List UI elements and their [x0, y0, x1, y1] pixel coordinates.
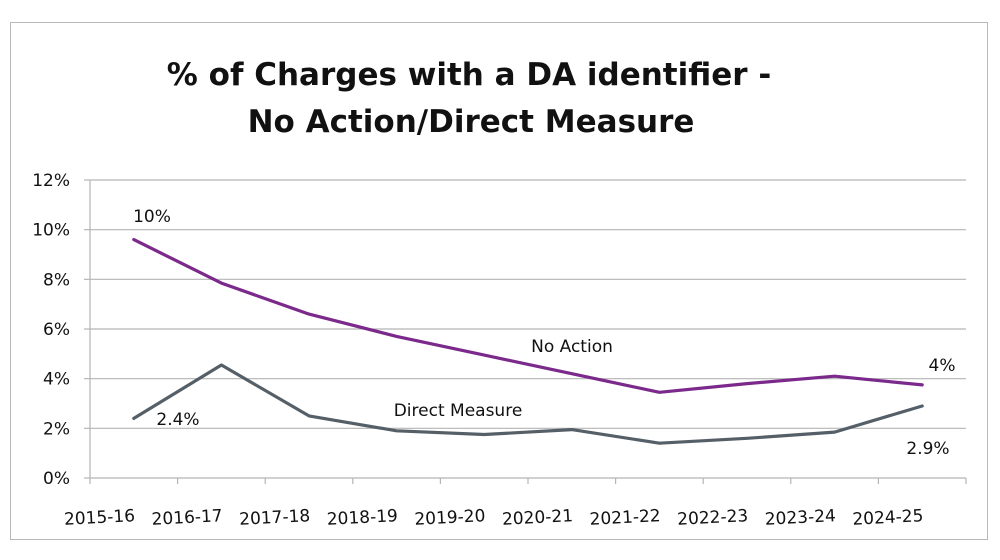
x-tick-label: 2022-23	[677, 506, 749, 530]
x-tick-label: 2020-21	[502, 506, 574, 530]
y-tick-label: 0%	[43, 469, 70, 489]
x-tick-label: 2016-17	[151, 506, 223, 530]
chart-title: % of Charges with a DA identifier -	[167, 57, 771, 93]
data-label: 10%	[133, 207, 171, 227]
series-line-no-action	[132, 238, 924, 394]
series-lines	[132, 238, 924, 445]
data-label: 2.9%	[906, 439, 949, 459]
x-tick-label: 2021-22	[589, 506, 661, 530]
y-tick-label: 10%	[32, 221, 70, 241]
x-tick-labels: 2015-16 2016-17 2017-18 2018-19 2019-20 2020-…	[64, 506, 924, 530]
x-tick-label: 2024-25	[852, 506, 924, 530]
y-tick-label: 6%	[43, 320, 70, 340]
x-tick-label: 2023-24	[764, 506, 836, 530]
series-label-no-action: No Action	[531, 337, 613, 357]
data-label: 2.4%	[156, 410, 199, 430]
x-tick-label: 2018-19	[326, 506, 398, 530]
chart-frame	[10, 22, 988, 540]
data-label: 4%	[929, 356, 956, 376]
y-tick-label: 4%	[43, 370, 70, 390]
y-tick-labels: 0% 2% 4% 6% 8% 10% 12%	[32, 171, 70, 489]
x-tick-label: 2015-16	[64, 506, 136, 530]
annotations: No Action Direct Measure 10% 4% 2.4% 2.9%	[133, 207, 955, 459]
y-tick-label: 2%	[43, 419, 70, 439]
axes	[84, 179, 967, 484]
x-tick-label: 2017-18	[239, 506, 311, 530]
chart-subtitle: No Action/Direct Measure	[248, 104, 695, 140]
y-tick-label: 8%	[43, 270, 70, 290]
y-tick-label: 12%	[32, 171, 70, 191]
x-tick-label: 2019-20	[414, 506, 486, 530]
series-label-direct-measure: Direct Measure	[394, 401, 523, 421]
series-line-direct-measure	[132, 363, 924, 445]
gridlines	[90, 179, 966, 429]
